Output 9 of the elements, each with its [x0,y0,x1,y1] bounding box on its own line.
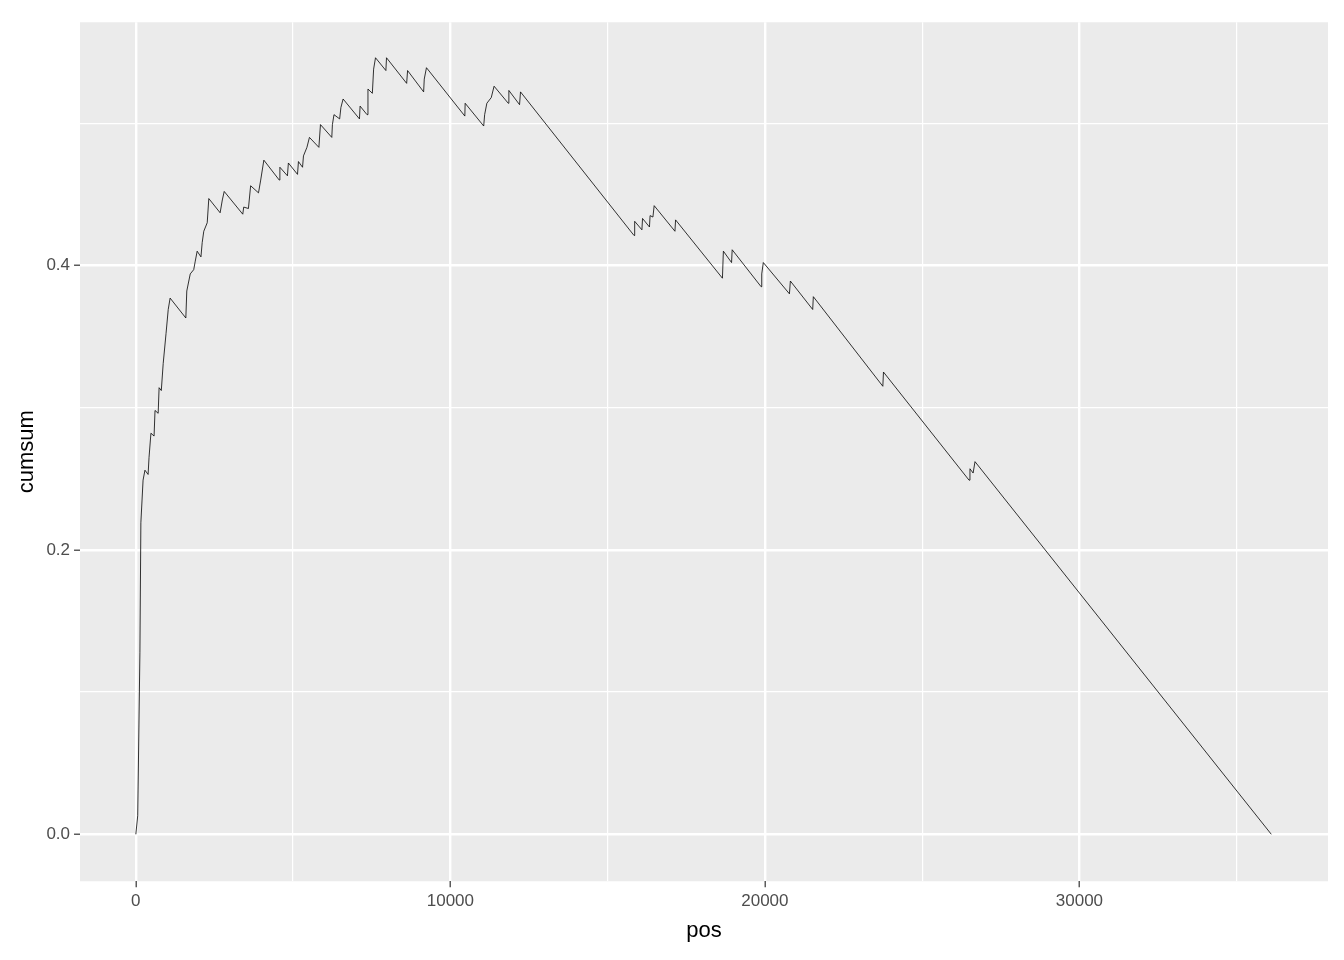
x-axis-title: pos [686,916,722,942]
y-axis-title: cumsum [13,410,39,494]
x-tick-label: 20000 [741,891,789,911]
x-tick-label: 30000 [1055,891,1104,911]
y-tick-label: 0.0 [46,823,71,843]
x-tick-label: 0 [131,891,141,911]
x-tick-label: 10000 [426,891,474,911]
y-tick-label: 0.4 [46,255,71,275]
y-tick-label: 0.2 [46,539,71,559]
